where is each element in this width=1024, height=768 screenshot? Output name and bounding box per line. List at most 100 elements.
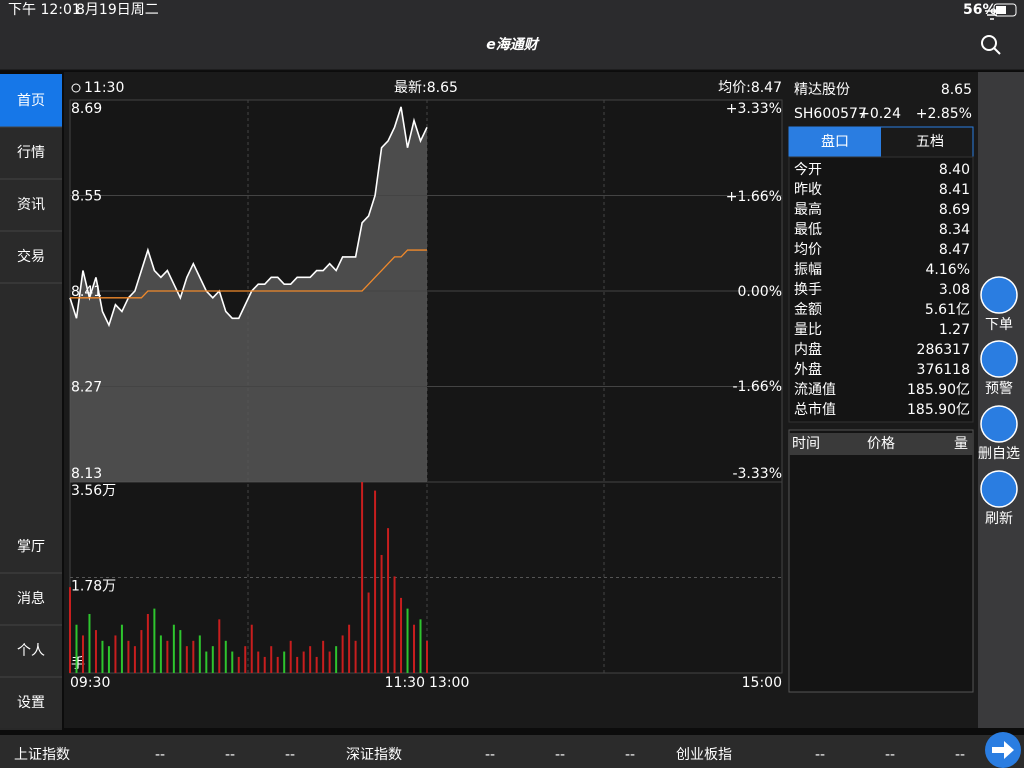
stat-label: 内盘 [794, 341, 822, 358]
stat-label: 总市值 [794, 401, 836, 418]
sidebar [0, 74, 62, 728]
volume-bar [185, 646, 188, 673]
trades-header: 时间 [792, 436, 820, 452]
nav-item[interactable]: 资讯 [17, 197, 45, 213]
volume-bar [94, 630, 97, 673]
index-value: -- [225, 747, 235, 763]
stat-value: 8.41 [939, 182, 970, 198]
stock-code: SH600577 [794, 106, 867, 122]
nav-item[interactable]: 行情 [17, 145, 45, 161]
volume-bar [335, 646, 338, 673]
index-value: -- [555, 747, 565, 763]
volume-unit: 手 [71, 656, 85, 672]
stat-label: 量比 [794, 322, 822, 338]
volume-bar [172, 624, 175, 673]
y-tick-label: 8.27 [71, 380, 102, 396]
stat-label: 均价 [794, 242, 822, 258]
stat-value: 8.40 [939, 162, 970, 178]
stat-label: 金额 [794, 302, 822, 318]
volume-bar [107, 646, 110, 673]
status-time: 下午 12:01 [8, 2, 81, 18]
volume-bar [140, 630, 143, 673]
app-title: e海通财 [486, 36, 539, 53]
tab-active[interactable] [789, 127, 881, 157]
volume-bar [393, 576, 396, 673]
tab[interactable]: 盘口 [821, 133, 849, 150]
volume-bar [315, 656, 318, 673]
action-button[interactable] [980, 470, 1018, 508]
average-line [70, 249, 427, 299]
action-button[interactable] [980, 405, 1018, 443]
stat-value: 3.08 [939, 282, 970, 298]
y2-tick-label: 0.00% [738, 284, 782, 300]
y2-tick-label: +3.33% [726, 101, 782, 117]
trades-header: 价格 [867, 436, 895, 452]
volume-bar [367, 592, 370, 673]
index-name: 创业板指 [676, 747, 732, 763]
volume-bar [426, 640, 428, 673]
volume-bar [348, 624, 351, 673]
search-icon[interactable] [981, 35, 997, 51]
volume-bar [283, 651, 286, 673]
stat-value: 8.34 [939, 222, 970, 238]
volume-bar [211, 646, 214, 673]
stat-label: 昨收 [794, 182, 822, 198]
nav-item[interactable]: 个人 [17, 643, 45, 659]
volume-bar [159, 635, 162, 673]
volume-bar [153, 608, 156, 673]
action-label: 下单 [985, 317, 1013, 333]
top-bar [0, 0, 1024, 70]
index-value: -- [155, 747, 165, 763]
nav-selected[interactable] [0, 74, 62, 127]
volume-bar [244, 646, 247, 673]
status-date: 8月19日周二 [76, 2, 159, 18]
y2-tick-label: -1.66% [732, 379, 782, 395]
stock-name: 精达股份 [794, 82, 850, 98]
nav-item[interactable]: 设置 [17, 695, 45, 711]
y-tick-label: 8.55 [71, 189, 102, 205]
volume-bar [133, 646, 136, 673]
volume-bar [302, 651, 305, 673]
nav-item[interactable]: 首页 [17, 93, 45, 109]
nav-item[interactable]: 交易 [17, 248, 45, 265]
nav-item[interactable]: 消息 [17, 590, 45, 607]
stat-value: 185.90亿 [907, 382, 970, 398]
action-button[interactable] [980, 340, 1018, 378]
stat-value: 185.90亿 [907, 402, 970, 418]
volume-bar [406, 608, 409, 673]
volume-bar [198, 635, 201, 673]
action-label: 预警 [985, 381, 1013, 397]
volume-bar [146, 613, 149, 673]
index-name: 上证指数 [14, 747, 70, 763]
y-tick-label: 8.69 [71, 101, 102, 117]
stats-box [788, 156, 974, 423]
stock-price: 8.65 [941, 82, 972, 98]
stat-value: 5.61亿 [925, 302, 970, 318]
action-label: 刷新 [985, 511, 1013, 527]
battery-icon [993, 3, 1017, 17]
chart-latest: 最新:8.65 [394, 80, 458, 96]
volume-bar [413, 624, 416, 673]
nav-item[interactable]: 掌厅 [17, 539, 45, 555]
volume-bar [361, 482, 364, 673]
trades-header: 量 [954, 436, 968, 452]
tab[interactable]: 五档 [916, 134, 944, 150]
stat-value: 286317 [917, 342, 970, 358]
volume-bar [127, 640, 130, 673]
action-button[interactable] [980, 276, 1018, 314]
volume-bar [419, 619, 422, 673]
index-bar [0, 735, 1024, 768]
volume-bar [179, 630, 182, 673]
volume-bar [296, 656, 299, 673]
volume-tick-label: 1.78万 [71, 579, 116, 595]
volume-bar [88, 613, 91, 673]
volume-bar [270, 646, 273, 673]
x-tick-label: 13:00 [429, 675, 469, 691]
volume-bar [263, 656, 266, 673]
index-value: -- [885, 747, 895, 763]
search-handle [993, 47, 1001, 55]
stock-change: +0.24 [858, 106, 901, 122]
x-tick-label: 15:00 [742, 675, 782, 691]
index-value: -- [625, 747, 635, 763]
